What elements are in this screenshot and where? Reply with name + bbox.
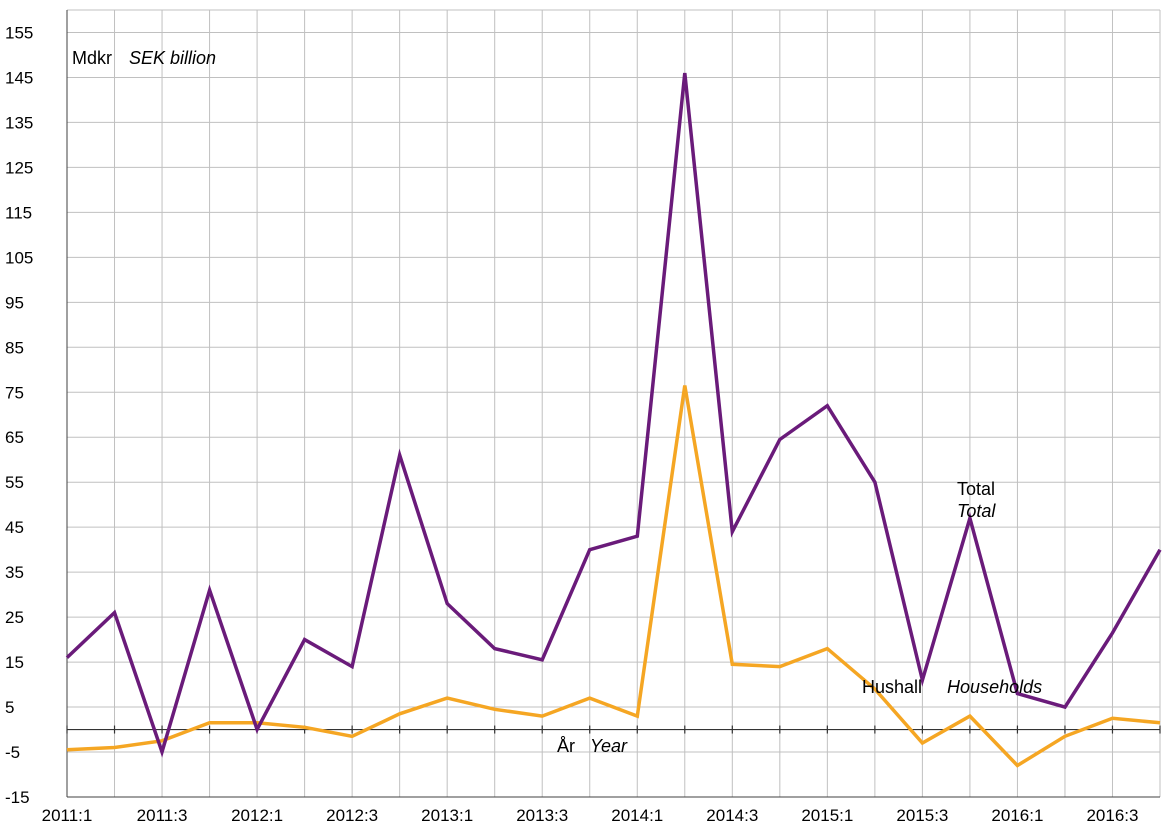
series-label-total: Total — [957, 479, 995, 499]
y-tick-label: 75 — [5, 383, 24, 402]
axes — [66, 10, 1161, 798]
y-axis-label: Mdkr SEK billion — [72, 48, 216, 68]
series-label-households: Hushall Households — [862, 677, 1042, 697]
y-tick-label: 25 — [5, 608, 24, 627]
x-tick-label: 2011:1 — [42, 806, 93, 825]
x-tick-label: 2015:3 — [896, 806, 948, 825]
y-tick-labels: -15 -5 5 15 25 35 45 55 65 75 85 95 105 115 125 135 145 1… — [5, 23, 33, 807]
y-tick-label: 105 — [5, 248, 33, 267]
y-tick-label: 135 — [5, 113, 33, 132]
y-tick-label: 125 — [5, 158, 33, 177]
y-axis-label-sv: Mdkr — [72, 48, 112, 68]
x-tick-label: 2015:1 — [801, 806, 853, 825]
series-label-total-en: Total — [957, 501, 996, 521]
y-axis-label-en: SEK billion — [129, 48, 216, 68]
y-tick-label: 5 — [5, 698, 14, 717]
y-tick-label: 115 — [5, 203, 32, 222]
y-tick-label: -5 — [5, 743, 20, 762]
y-tick-label: 55 — [5, 473, 24, 492]
x-tick-label: 2013:3 — [516, 806, 568, 825]
series-line-households — [66, 385, 1161, 768]
series-lines — [65, 72, 1162, 768]
x-tick-labels: 2011:1 2011:3 2012:1 2012:3 2013:1 2013:3 2014… — [42, 806, 1139, 825]
series-label-households-en: Households — [947, 677, 1042, 697]
y-tick-label: 85 — [5, 338, 24, 357]
y-tick-label: -15 — [5, 788, 30, 807]
y-tick-label: 145 — [5, 68, 33, 87]
x-axis-label: År Year — [557, 736, 628, 756]
x-tick-label: 2016:3 — [1086, 806, 1138, 825]
y-tick-label: 15 — [5, 653, 24, 672]
series-label-households-sv: Hushall — [862, 677, 922, 697]
x-axis-label-sv: År — [557, 736, 575, 756]
y-tick-label: 155 — [5, 23, 33, 42]
x-tick-label: 2012:3 — [326, 806, 378, 825]
x-tick-label: 2011:3 — [137, 806, 188, 825]
y-tick-label: 45 — [5, 518, 24, 537]
series-line-total — [65, 72, 1162, 758]
x-tick-label: 2014:3 — [706, 806, 758, 825]
x-tick-label: 2016:1 — [991, 806, 1043, 825]
x-tick-label: 2012:1 — [231, 806, 283, 825]
y-tick-label: 95 — [5, 293, 24, 312]
x-tick-label: 2014:1 — [611, 806, 663, 825]
x-tick-label: 2013:1 — [421, 806, 473, 825]
x-axis-label-en: Year — [590, 736, 628, 756]
grid-lines — [66, 9, 1161, 798]
y-tick-label: 65 — [5, 428, 24, 447]
y-tick-label: 35 — [5, 563, 24, 582]
